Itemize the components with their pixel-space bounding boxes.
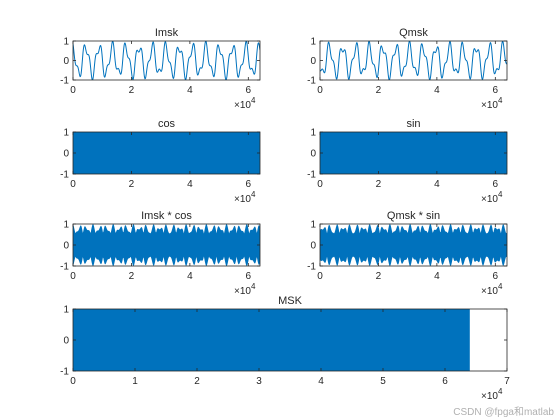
x-exponent-label: ×104 — [234, 190, 256, 205]
series-line — [73, 309, 470, 371]
x-tick-label: 0 — [70, 85, 76, 96]
x-tick-label: 0 — [317, 85, 323, 96]
y-tick-label: 1 — [310, 128, 316, 139]
carrier-band — [73, 309, 470, 371]
x-exponent-label: ×104 — [481, 387, 503, 402]
subplot-title: Imsk * cos — [141, 210, 192, 222]
x-tick-label: 2 — [129, 85, 135, 96]
baseband-line — [73, 41, 260, 80]
y-tick-label: 0 — [63, 56, 69, 67]
x-exponent-label: ×104 — [481, 190, 503, 205]
subplot-title: Qmsk * sin — [387, 210, 440, 222]
y-tick-label: -1 — [60, 262, 69, 273]
carrier-band — [320, 132, 507, 174]
x-tick-label: 2 — [194, 376, 200, 387]
x-tick-label: 3 — [256, 376, 262, 387]
subplot-title: Imsk — [155, 27, 179, 39]
series-line — [73, 224, 260, 266]
y-tick-label: -1 — [60, 76, 69, 87]
y-tick-label: 1 — [63, 220, 69, 231]
x-exponent-label: ×104 — [481, 96, 503, 111]
y-tick-label: 0 — [63, 241, 69, 252]
subplot-title: MSK — [278, 295, 303, 307]
series-line — [73, 132, 260, 174]
x-tick-label: 0 — [70, 376, 76, 387]
subplot-title: Qmsk — [399, 27, 428, 39]
x-tick-label: 0 — [317, 271, 323, 282]
x-tick-label: 6 — [246, 271, 252, 282]
x-tick-label: 6 — [493, 85, 499, 96]
x-tick-label: 6 — [246, 85, 252, 96]
x-tick-label: 2 — [376, 179, 382, 190]
x-tick-label: 0 — [70, 271, 76, 282]
watermark: CSDN @fpga和matlab — [453, 407, 554, 418]
x-tick-label: 4 — [187, 85, 193, 96]
y-tick-label: 0 — [310, 241, 316, 252]
x-tick-label: 5 — [380, 376, 386, 387]
x-tick-label: 4 — [187, 179, 193, 190]
x-tick-label: 4 — [318, 376, 324, 387]
series-line — [320, 41, 507, 80]
x-tick-label: 4 — [434, 271, 440, 282]
x-tick-label: 4 — [434, 85, 440, 96]
x-tick-label: 2 — [376, 271, 382, 282]
y-tick-label: -1 — [307, 76, 316, 87]
y-tick-label: 0 — [63, 149, 69, 160]
x-tick-label: 4 — [187, 271, 193, 282]
series-line — [320, 132, 507, 174]
x-tick-label: 2 — [129, 179, 135, 190]
x-tick-label: 6 — [442, 376, 448, 387]
y-tick-label: 1 — [63, 128, 69, 139]
y-tick-label: 1 — [310, 220, 316, 231]
y-tick-label: 1 — [63, 305, 69, 316]
y-tick-label: 0 — [310, 56, 316, 67]
y-tick-label: -1 — [307, 170, 316, 181]
y-tick-label: -1 — [307, 262, 316, 273]
x-tick-label: 6 — [493, 179, 499, 190]
x-tick-label: 6 — [493, 271, 499, 282]
x-tick-label: 2 — [129, 271, 135, 282]
x-tick-label: 0 — [317, 179, 323, 190]
y-tick-label: 0 — [310, 149, 316, 160]
x-tick-label: 4 — [434, 179, 440, 190]
y-tick-label: 0 — [63, 336, 69, 347]
x-tick-label: 0 — [70, 179, 76, 190]
modulated-band — [73, 224, 260, 266]
y-tick-label: 1 — [310, 37, 316, 48]
plot-area — [320, 41, 507, 80]
x-exponent-label: ×104 — [234, 282, 256, 297]
subplot-title: cos — [158, 118, 176, 130]
x-tick-label: 6 — [246, 179, 252, 190]
y-tick-label: -1 — [60, 170, 69, 181]
x-exponent-label: ×104 — [481, 282, 503, 297]
series-line — [73, 41, 260, 80]
series-line — [320, 224, 507, 266]
y-tick-label: -1 — [60, 367, 69, 378]
x-exponent-label: ×104 — [234, 96, 256, 111]
modulated-band — [320, 224, 507, 266]
carrier-band — [73, 132, 260, 174]
baseband-line — [320, 41, 507, 80]
x-tick-label: 2 — [376, 85, 382, 96]
x-tick-label: 1 — [132, 376, 138, 387]
x-tick-label: 7 — [504, 376, 510, 387]
subplot-title: sin — [406, 118, 420, 130]
y-tick-label: 1 — [63, 37, 69, 48]
